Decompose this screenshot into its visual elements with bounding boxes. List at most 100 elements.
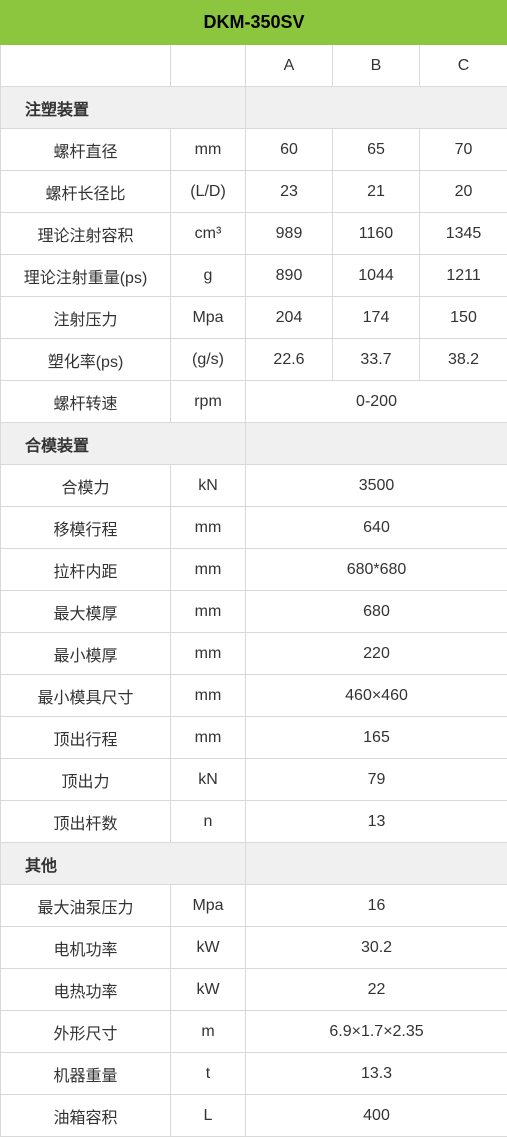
table-row: 理论注射重量(ps) g 890 1044 1211	[1, 255, 507, 297]
table-row: 最大模厚 mm 680	[1, 591, 507, 633]
row-label: 注射压力	[1, 297, 171, 339]
section-row: 其他	[1, 843, 507, 885]
cell-merged: 22	[246, 969, 507, 1011]
section-row: 注塑装置	[1, 87, 507, 129]
row-label: 最小模厚	[1, 633, 171, 675]
row-unit: n	[171, 801, 246, 843]
row-unit: mm	[171, 129, 246, 171]
row-unit: mm	[171, 633, 246, 675]
row-label: 机器重量	[1, 1053, 171, 1095]
table-row: 理论注射容积 cm³ 989 1160 1345	[1, 213, 507, 255]
row-label: 电热功率	[1, 969, 171, 1011]
table-row: 最小模具尺寸 mm 460×460	[1, 675, 507, 717]
table-row: 顶出力 kN 79	[1, 759, 507, 801]
cell-merged: 400	[246, 1095, 507, 1137]
cell-c: 1211	[420, 255, 507, 297]
cell-c: 20	[420, 171, 507, 213]
section-blank	[246, 843, 507, 885]
row-unit: kW	[171, 927, 246, 969]
cell-a: 60	[246, 129, 333, 171]
cell-merged: 680	[246, 591, 507, 633]
cell-c: 70	[420, 129, 507, 171]
table-row: 螺杆直径 mm 60 65 70	[1, 129, 507, 171]
cell-a: 989	[246, 213, 333, 255]
cell-merged: 165	[246, 717, 507, 759]
table-row: 油箱容积 L 400	[1, 1095, 507, 1137]
row-label: 拉杆内距	[1, 549, 171, 591]
cell-merged: 680*680	[246, 549, 507, 591]
cell-merged: 460×460	[246, 675, 507, 717]
table-row: 电机功率 kW 30.2	[1, 927, 507, 969]
cell-a: 204	[246, 297, 333, 339]
cell-a: 23	[246, 171, 333, 213]
row-unit: kN	[171, 759, 246, 801]
row-label: 电机功率	[1, 927, 171, 969]
cell-merged: 640	[246, 507, 507, 549]
row-unit: (g/s)	[171, 339, 246, 381]
table-row: 螺杆转速 rpm 0-200	[1, 381, 507, 423]
table-row: 最小模厚 mm 220	[1, 633, 507, 675]
col-b-header: B	[333, 45, 420, 87]
cell-merged: 3500	[246, 465, 507, 507]
row-label: 外形尺寸	[1, 1011, 171, 1053]
row-unit: g	[171, 255, 246, 297]
row-unit: kW	[171, 969, 246, 1011]
section-clamping: 合模装置	[1, 423, 246, 465]
title-row: DKM-350SV	[1, 1, 507, 45]
row-label: 螺杆直径	[1, 129, 171, 171]
cell-merged: 0-200	[246, 381, 507, 423]
column-header-row: A B C	[1, 45, 507, 87]
cell-b: 21	[333, 171, 420, 213]
row-unit: L	[171, 1095, 246, 1137]
section-blank	[246, 423, 507, 465]
row-unit: m	[171, 1011, 246, 1053]
row-label: 顶出杆数	[1, 801, 171, 843]
cell-a: 22.6	[246, 339, 333, 381]
cell-merged: 220	[246, 633, 507, 675]
row-unit: mm	[171, 675, 246, 717]
table-row: 移模行程 mm 640	[1, 507, 507, 549]
row-unit: mm	[171, 717, 246, 759]
row-unit: cm³	[171, 213, 246, 255]
cell-merged: 6.9×1.7×2.35	[246, 1011, 507, 1053]
col-c-header: C	[420, 45, 507, 87]
cell-b: 65	[333, 129, 420, 171]
cell-b: 33.7	[333, 339, 420, 381]
row-unit: mm	[171, 507, 246, 549]
row-unit: kN	[171, 465, 246, 507]
section-blank	[246, 87, 507, 129]
table-row: 塑化率(ps) (g/s) 22.6 33.7 38.2	[1, 339, 507, 381]
cell-merged: 79	[246, 759, 507, 801]
table-row: 外形尺寸 m 6.9×1.7×2.35	[1, 1011, 507, 1053]
row-label: 最小模具尺寸	[1, 675, 171, 717]
table-row: 拉杆内距 mm 680*680	[1, 549, 507, 591]
row-unit: Mpa	[171, 297, 246, 339]
table-row: 螺杆长径比 (L/D) 23 21 20	[1, 171, 507, 213]
section-other: 其他	[1, 843, 246, 885]
cell-merged: 16	[246, 885, 507, 927]
blank-cell	[1, 45, 171, 87]
cell-c: 1345	[420, 213, 507, 255]
row-label: 最大油泵压力	[1, 885, 171, 927]
row-unit: mm	[171, 591, 246, 633]
row-unit: Mpa	[171, 885, 246, 927]
cell-b: 1044	[333, 255, 420, 297]
table-row: 注射压力 Mpa 204 174 150	[1, 297, 507, 339]
row-label: 螺杆转速	[1, 381, 171, 423]
row-label: 顶出行程	[1, 717, 171, 759]
row-label: 合模力	[1, 465, 171, 507]
cell-c: 38.2	[420, 339, 507, 381]
cell-c: 150	[420, 297, 507, 339]
row-label: 理论注射重量(ps)	[1, 255, 171, 297]
table-row: 最大油泵压力 Mpa 16	[1, 885, 507, 927]
row-unit: rpm	[171, 381, 246, 423]
model-title: DKM-350SV	[1, 1, 507, 45]
cell-merged: 30.2	[246, 927, 507, 969]
row-unit: mm	[171, 549, 246, 591]
spec-table: DKM-350SV A B C 注塑装置 螺杆直径 mm 60 65 70 螺杆…	[0, 0, 507, 1137]
row-label: 顶出力	[1, 759, 171, 801]
cell-merged: 13.3	[246, 1053, 507, 1095]
section-row: 合模装置	[1, 423, 507, 465]
blank-cell	[171, 45, 246, 87]
row-label: 最大模厚	[1, 591, 171, 633]
